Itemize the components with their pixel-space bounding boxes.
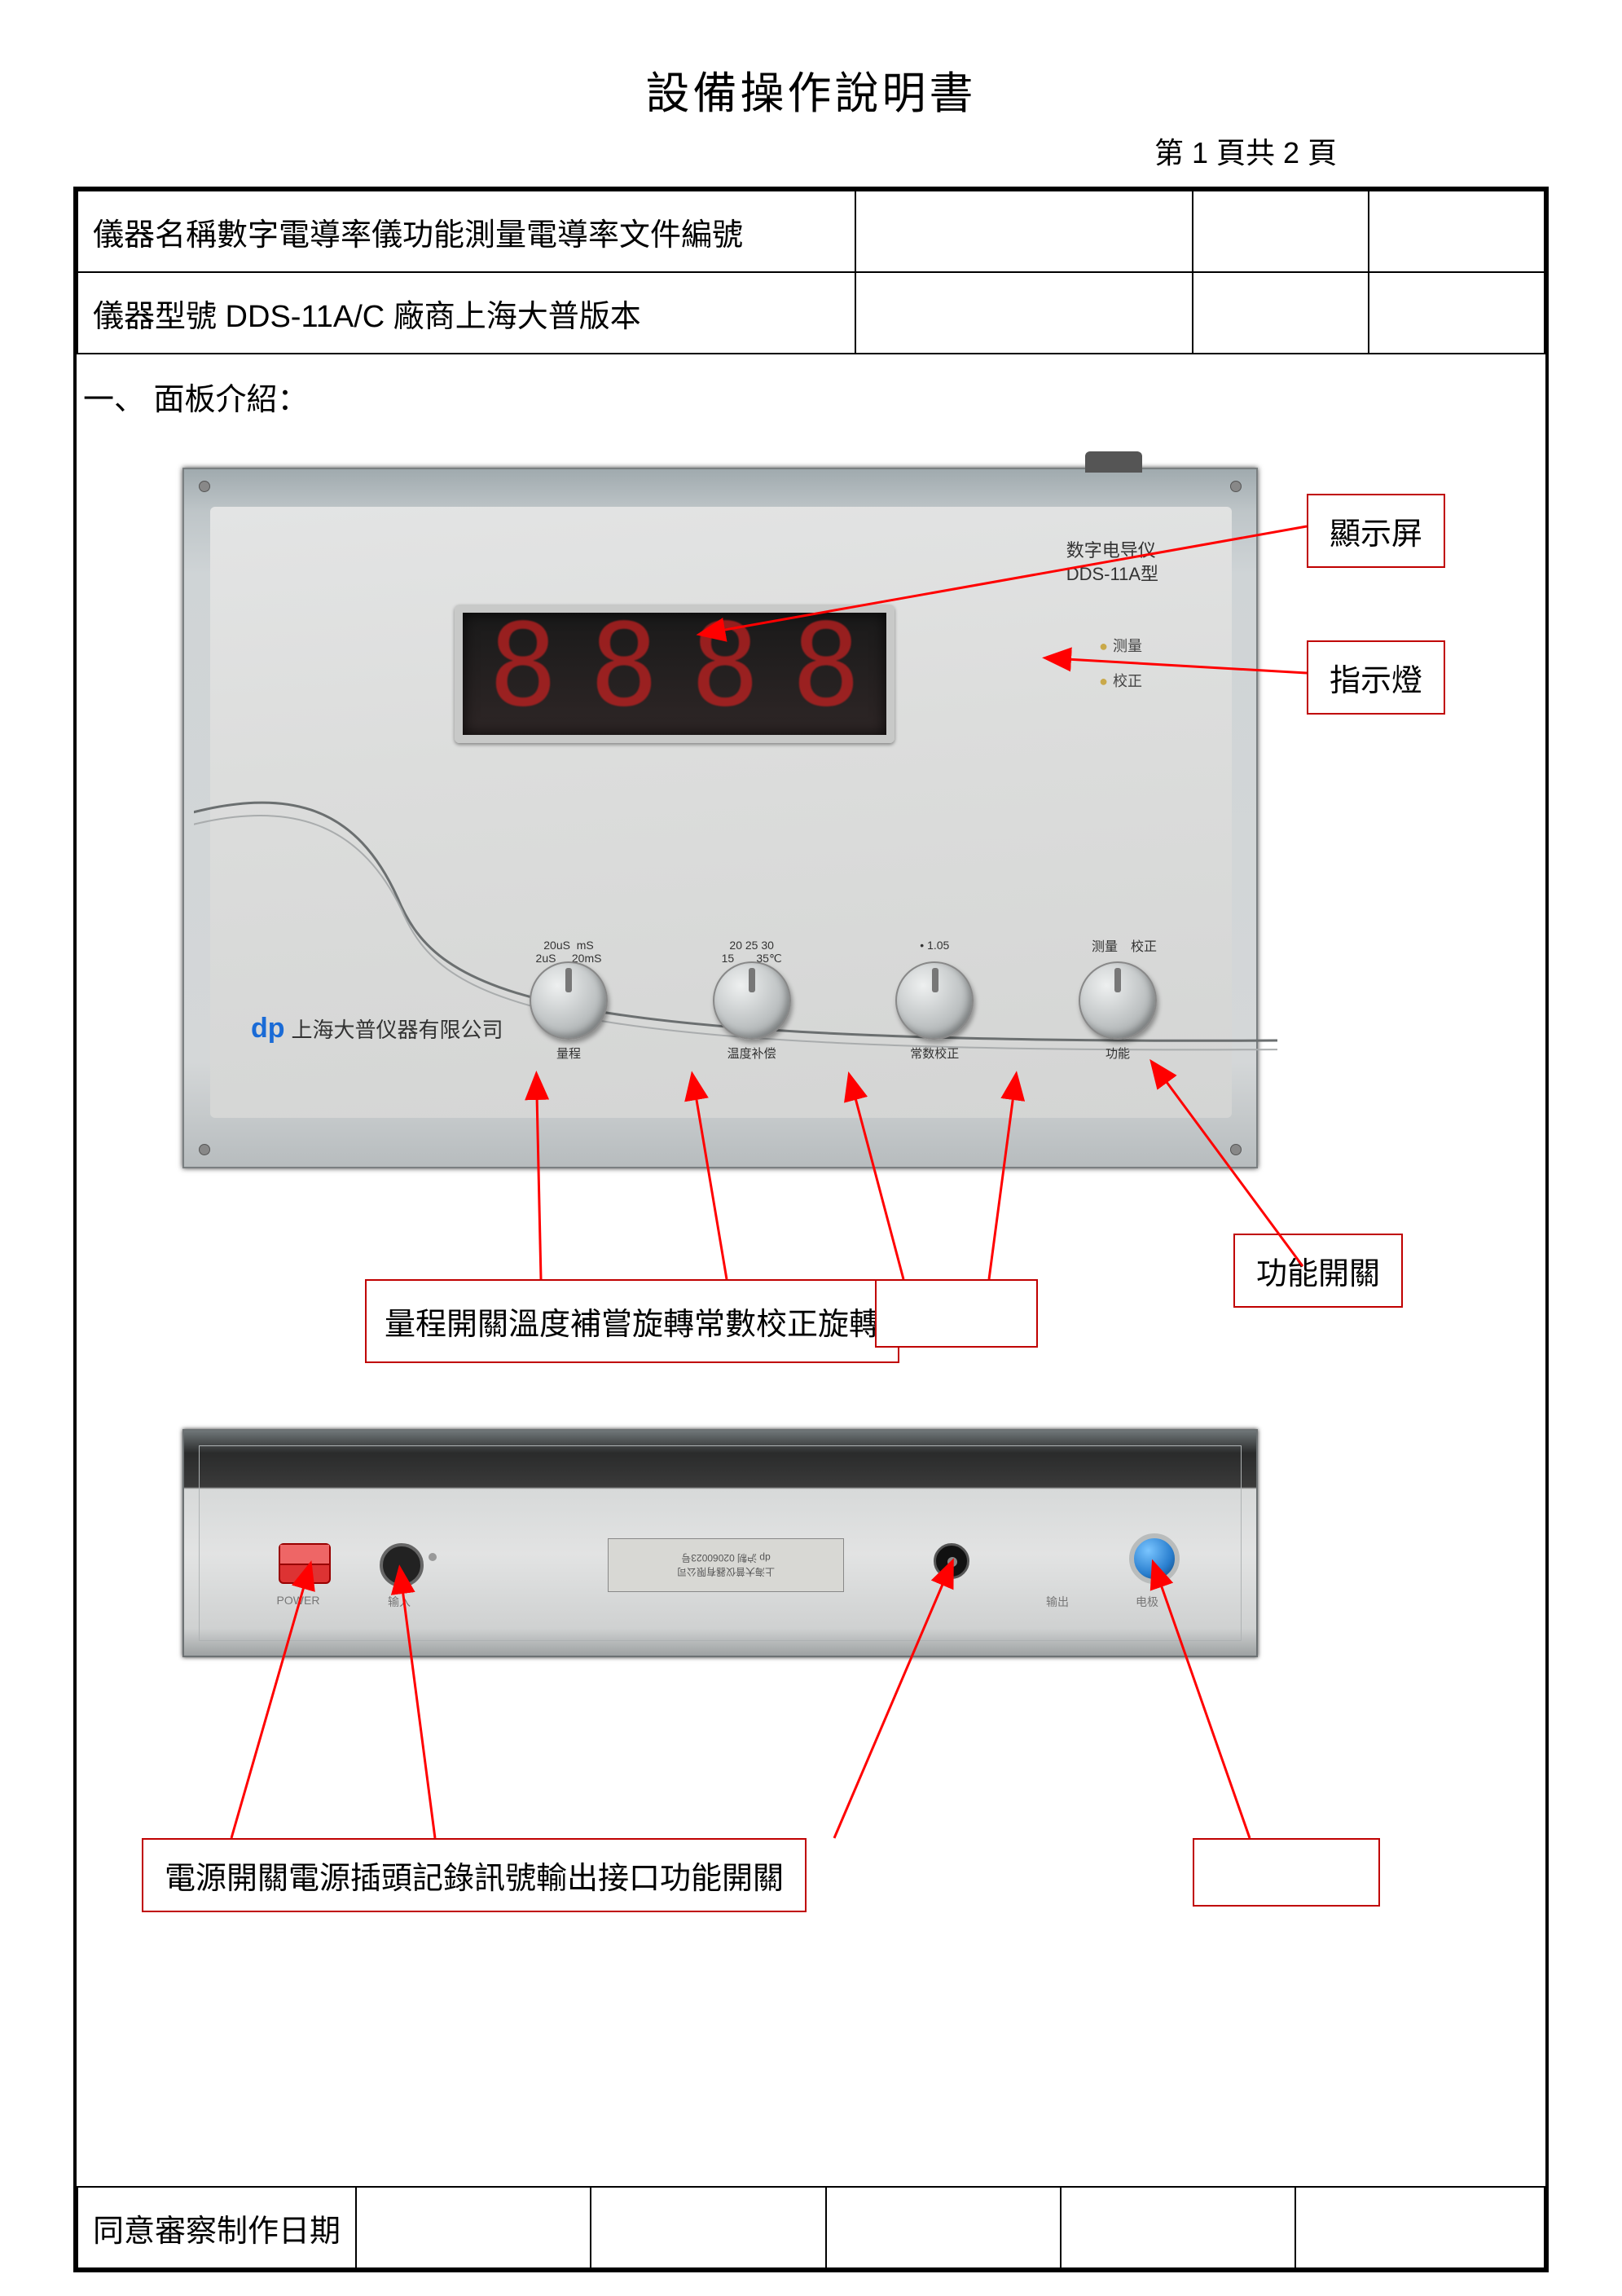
screw-icon (199, 1144, 210, 1155)
nameplate: dp 沪制 02060023号 上海大普仪器有限公司 (608, 1538, 844, 1592)
screw-icon (199, 481, 210, 492)
footer-blank4 (1061, 2187, 1295, 2268)
footer-blank2 (591, 2187, 825, 2268)
knob-row: 20uS mS2uS 20mS 量程 20 25 3015 35℃ 温度补偿 •… (503, 939, 1183, 1061)
top-connector (1085, 451, 1142, 473)
header-row1-blank3 (1369, 191, 1545, 272)
header-row2-blank1 (855, 272, 1193, 354)
brand-logo-icon: dp (251, 1013, 285, 1045)
footer-blank3 (826, 2187, 1061, 2268)
header-row1: 儀器名稱數字電導率儀功能測量電導率文件編號 (77, 191, 855, 272)
footer-table: 同意審察制作日期 (77, 2186, 1545, 2269)
const-knob-wrap: • 1.05 常数校正 (869, 939, 1000, 1061)
doc-title: 設備操作說明書 (73, 57, 1549, 121)
screw-icon (1230, 481, 1242, 492)
temp-comp-knob[interactable] (713, 961, 791, 1040)
screw-icon (1230, 1144, 1242, 1155)
round-connector[interactable] (1129, 1533, 1180, 1584)
ind-cal-label: 校正 (1113, 673, 1142, 689)
header-row1-blank1 (855, 191, 1193, 272)
ind-measure-label: 测量 (1113, 638, 1142, 654)
device-front-panel: 数字电导仪 DDS-11A型 ●测量 ●校正 8888 (182, 468, 1258, 1168)
seven-segment-display: 8888 (455, 605, 895, 743)
callout-knob-blank (875, 1279, 1038, 1348)
footer-label: 同意審察制作日期 (77, 2187, 356, 2268)
func-knob-wrap: 功能 (1053, 939, 1183, 1061)
callout-rear-blank (1193, 1838, 1380, 1907)
model-text: 数字电导仪 DDS-11A型 (1066, 539, 1158, 586)
section1-label: 一、 面板介紹： (77, 354, 1545, 419)
footer-blank5 (1295, 2187, 1545, 2268)
constant-knob[interactable] (895, 961, 974, 1040)
dc-jack[interactable] (934, 1543, 969, 1579)
header-table: 儀器名稱數字電導率儀功能測量電導率文件編號 儀器型號 DDS-11A/C 廠商上… (77, 190, 1545, 354)
page-indicator: 第 1 頁共 2 頁 (73, 130, 1549, 172)
knob-1-05: • 1.05 (920, 939, 949, 952)
brand-label: dp 上海大普仪器有限公司 (251, 1013, 503, 1045)
range-knob[interactable] (530, 961, 608, 1040)
rear-lbl2: 输入 (365, 1594, 433, 1610)
header-row1-blank2 (1193, 191, 1369, 272)
temp-knob-wrap: 20 25 3015 35℃ 温度补偿 (687, 939, 817, 1061)
header-row2-blank2 (1193, 272, 1369, 354)
din-port[interactable] (380, 1543, 424, 1587)
callout-knob-row: 量程開關溫度補嘗旋轉常數校正旋轉 (365, 1279, 899, 1363)
range-knob-wrap: 20uS mS2uS 20mS 量程 (503, 939, 634, 1061)
model-line2: DDS-11A型 (1066, 564, 1158, 584)
callout-display: 顯示屏 (1307, 494, 1445, 568)
screw-icon (429, 1553, 437, 1561)
outer-frame: 儀器名稱數字電導率儀功能測量電導率文件編號 儀器型號 DDS-11A/C 廠商上… (73, 187, 1549, 2272)
nameplate-line2: 上海大普仪器有限公司 (677, 1565, 775, 1579)
callout-indicator: 指示燈 (1307, 640, 1445, 715)
indicator-lights: ●测量 ●校正 (1099, 629, 1142, 699)
power-switch[interactable] (279, 1543, 331, 1584)
device-rear-panel: dp 沪制 02060023号 上海大普仪器有限公司 POWER 输入 输出 电… (182, 1429, 1258, 1657)
rear-lbl1: POWER (264, 1594, 332, 1607)
callout-function-switch: 功能開關 (1233, 1234, 1403, 1308)
device-faceplate: 数字电导仪 DDS-11A型 ●测量 ●校正 8888 (210, 507, 1232, 1118)
content-area: 数字电导仪 DDS-11A型 ●测量 ●校正 8888 (77, 419, 1545, 2162)
function-knob[interactable] (1079, 961, 1157, 1040)
rear-lbl3: 输出 (1023, 1594, 1092, 1610)
nameplate-line1: dp 沪制 02060023号 (681, 1551, 770, 1565)
header-row2-blank3 (1369, 272, 1545, 354)
model-line1: 数字电导仪 (1066, 540, 1156, 561)
callout-rear-row: 電源開關電源插頭記錄訊號輸出接口功能開關 (142, 1838, 807, 1912)
company-name: 上海大普仪器有限公司 (292, 1014, 503, 1044)
header-row2: 儀器型號 DDS-11A/C 廠商上海大普版本 (77, 272, 855, 354)
footer-blank1 (356, 2187, 591, 2268)
rear-lbl4: 电极 (1113, 1594, 1181, 1610)
